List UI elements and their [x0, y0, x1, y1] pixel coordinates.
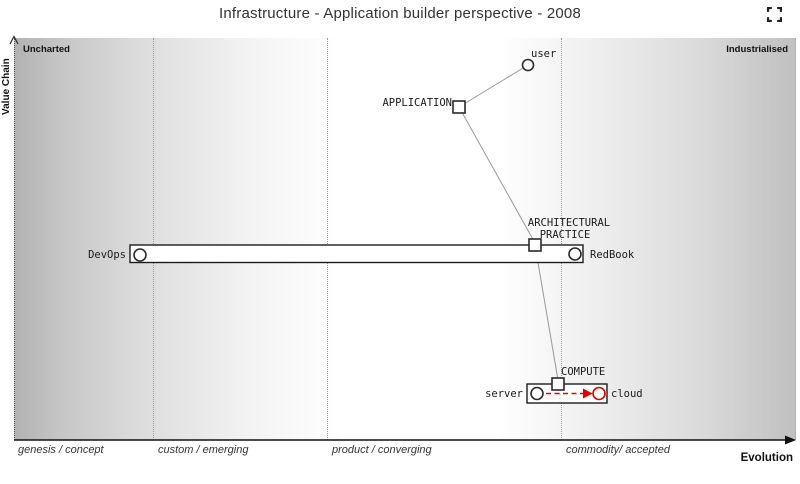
industrialised-label: Industrialised	[726, 44, 788, 55]
map-plot-area: Uncharted Industrialised	[14, 38, 796, 440]
fullscreen-button[interactable]	[763, 4, 785, 26]
stage-label-commodity: commodity/ accepted	[566, 444, 670, 456]
devops-node[interactable]	[133, 248, 147, 262]
user-node[interactable]	[521, 58, 535, 72]
architectural-practice-node[interactable]	[528, 238, 542, 252]
value-chain-axis-label: Value Chain	[1, 58, 12, 115]
server-node[interactable]	[530, 386, 544, 401]
uncharted-label: Uncharted	[23, 44, 70, 55]
evolution-axis-label: Evolution	[740, 452, 793, 464]
application-node[interactable]	[452, 100, 466, 114]
stage-divider-product-commodity	[561, 38, 562, 440]
cloud-node[interactable]	[592, 386, 606, 401]
stage-divider-custom-product	[327, 38, 328, 440]
stage-label-genesis: genesis / concept	[18, 444, 104, 456]
map-title: Infrastructure - Application builder per…	[218, 5, 582, 22]
stage-label-product: product / converging	[332, 444, 432, 456]
fullscreen-icon	[766, 7, 782, 22]
redbook-node[interactable]	[568, 247, 582, 261]
compute-node[interactable]	[551, 377, 565, 391]
stage-label-custom: custom / emerging	[158, 444, 249, 456]
stage-divider-genesis-custom	[153, 38, 154, 440]
